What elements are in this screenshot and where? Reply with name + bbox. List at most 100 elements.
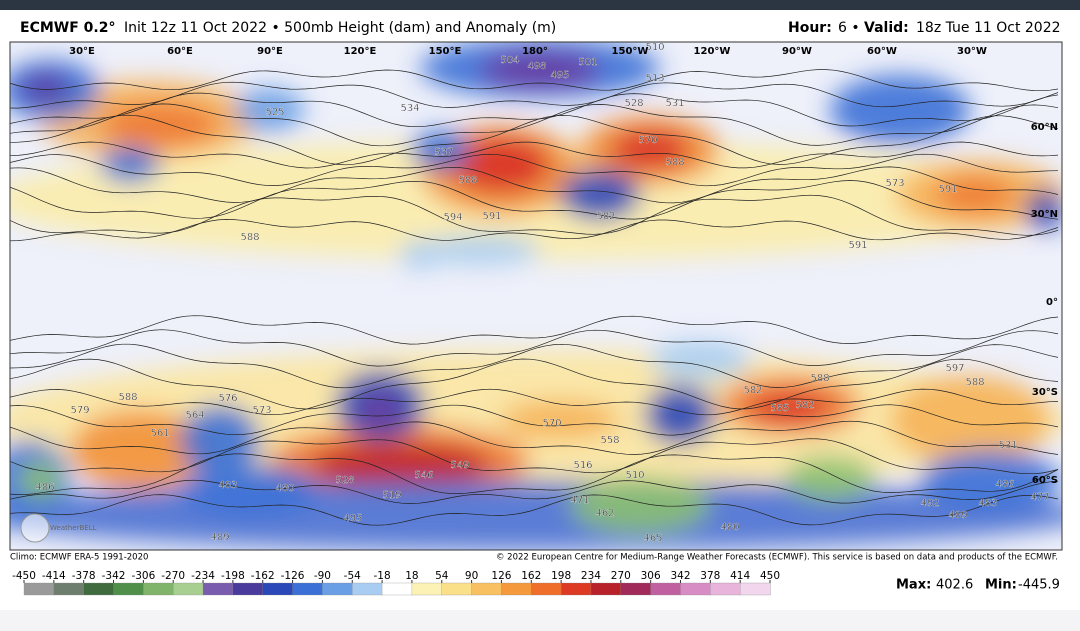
anomaly-blob — [310, 443, 490, 487]
colorbar-segment — [352, 582, 383, 596]
colorbar-segment — [650, 582, 682, 596]
colorbar-segment — [590, 582, 622, 596]
contour-label: 480 — [720, 522, 739, 533]
contour-label: 573 — [252, 405, 271, 416]
contour-label: 531 — [998, 440, 1017, 451]
anomaly-blob — [750, 393, 830, 423]
contour-line — [10, 114, 1059, 166]
contour-line — [10, 358, 1059, 410]
colorbar-label: 234 — [581, 570, 601, 582]
contour-line — [10, 141, 1059, 169]
contour-label: 498 — [527, 61, 546, 72]
anomaly-blob — [645, 385, 715, 445]
contour-line — [10, 315, 1059, 345]
contour-label: 525 — [265, 107, 284, 118]
colorbar-segment — [531, 582, 562, 596]
lat-label: 30°N — [1031, 209, 1058, 220]
colorbar-label: -306 — [131, 570, 155, 582]
anomaly-blob — [570, 477, 710, 533]
colorbar-label: -162 — [251, 570, 275, 582]
contour-line — [10, 404, 1059, 436]
contour-label: 558 — [600, 435, 619, 446]
anomaly-blob — [358, 392, 402, 428]
contour-label: 588 — [810, 373, 829, 384]
contour-label: 582 — [743, 385, 762, 396]
lat-label: 0° — [1046, 297, 1058, 308]
contour-label: 588 — [458, 175, 477, 186]
anomaly-blob — [830, 75, 970, 145]
lon-label: 120°E — [344, 46, 377, 57]
colorbar-segment — [202, 582, 234, 596]
lon-label: 180° — [522, 46, 548, 57]
anomaly-blob — [235, 88, 305, 132]
contour-label: 570 — [542, 418, 561, 429]
colorbar-segment — [173, 582, 204, 596]
contour-label: 471 — [570, 495, 589, 506]
anomaly-blob — [610, 130, 690, 170]
max-label: Max: — [896, 578, 931, 593]
contour-line — [10, 103, 1059, 147]
colorbar-label: -450 — [12, 570, 36, 582]
lat-label: 60°N — [1031, 122, 1058, 133]
anomaly-blob — [420, 235, 540, 265]
colorbar-label: 126 — [491, 570, 511, 582]
colorbar-segment — [232, 582, 264, 596]
anomaly-blob — [650, 340, 750, 380]
contour-line — [10, 219, 1059, 242]
lon-label: 30°W — [957, 46, 987, 57]
contour-label: 516 — [573, 460, 592, 471]
init: Init 12z 11 Oct 2022 • 500mb Height (dam… — [124, 20, 556, 36]
anomaly-blob — [935, 177, 1015, 213]
colorbar-segment — [322, 582, 353, 596]
contour-label: 546 — [414, 470, 433, 481]
anomaly-blob — [180, 405, 260, 475]
colorbar-label: 378 — [700, 570, 720, 582]
lon-label: 120°W — [694, 46, 731, 57]
lon-label: 60°W — [867, 46, 897, 57]
contour-label: 486 — [995, 479, 1014, 490]
colorbar-label: -270 — [161, 570, 185, 582]
contour-label: 462 — [595, 508, 614, 519]
contour-label: 588 — [665, 157, 684, 168]
contour-label: 486 — [35, 482, 54, 493]
colorbar-segment — [740, 582, 771, 596]
colorbar-segment — [143, 582, 174, 596]
contour-label: 582 — [795, 400, 814, 411]
lon-label: 90°W — [782, 46, 812, 57]
anomaly-blob — [70, 410, 210, 490]
contour-label: 495 — [343, 513, 362, 524]
contour-label: 510 — [625, 470, 644, 481]
contour-line — [10, 420, 1059, 455]
anomaly-blob — [890, 375, 1050, 465]
contour-line — [10, 69, 1059, 92]
contour-label: 504 — [500, 55, 519, 66]
colorbar-segment — [471, 582, 503, 596]
contour-line — [10, 92, 1059, 128]
contour-label: 591 — [938, 184, 957, 195]
contour-label: 492 — [920, 498, 939, 509]
lon-label: 150°E — [429, 46, 462, 57]
min: -445.9 — [1018, 578, 1060, 593]
lat-label: 60°S — [1032, 475, 1058, 486]
contour-line — [10, 194, 1059, 236]
colorbar-label: -126 — [281, 570, 305, 582]
colorbar-segment — [620, 582, 652, 596]
colorbar-segment — [292, 582, 324, 596]
anomaly-blob — [480, 52, 600, 88]
contour-label: 528 — [624, 98, 643, 109]
contour-label: 465 — [643, 533, 662, 544]
anomaly-blob — [100, 103, 220, 147]
anomaly-blob — [20, 73, 70, 103]
contour-label: 549 — [450, 460, 469, 471]
anomaly-blob — [785, 456, 875, 500]
max: 402.6 — [936, 578, 973, 593]
valid: 18z Tue 11 Oct 2022 — [916, 20, 1061, 36]
colorbar-label: 162 — [521, 570, 541, 582]
top-bar — [0, 0, 1080, 10]
contour-label: 528 — [335, 475, 354, 486]
anomaly-blob — [400, 240, 440, 270]
colorbar-segment — [23, 582, 55, 596]
contour-label: 591 — [482, 211, 501, 222]
lon-label: 60°E — [167, 46, 193, 57]
